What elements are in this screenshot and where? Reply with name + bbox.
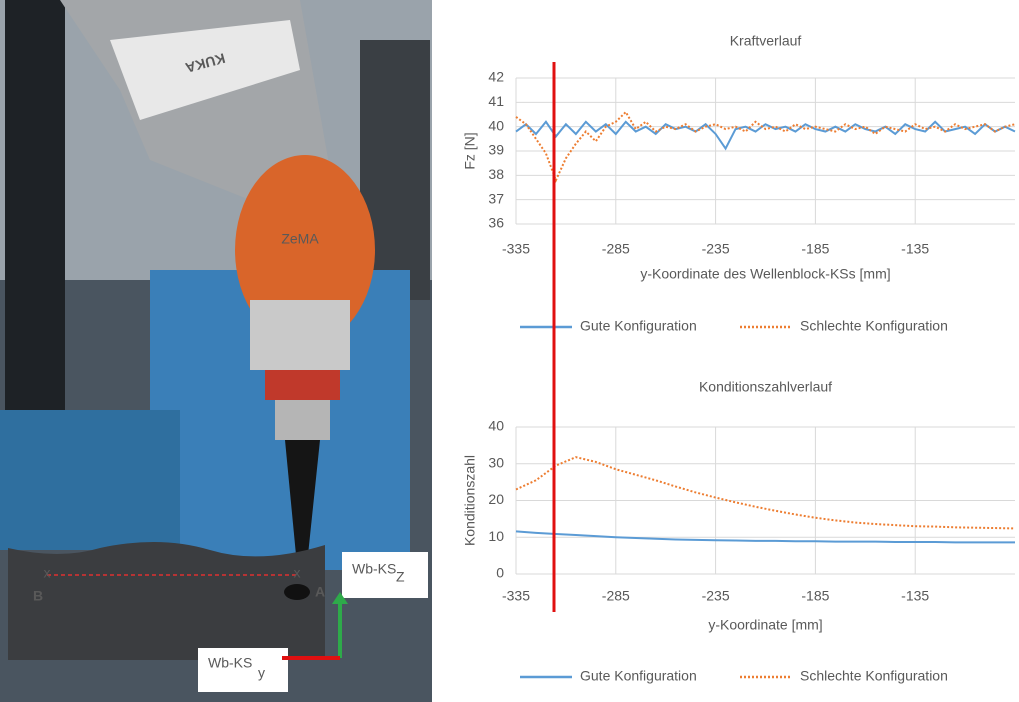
x-tick-label: -135 xyxy=(901,588,929,604)
y-label-box xyxy=(198,648,288,692)
y-tick-label: 30 xyxy=(488,454,504,470)
series-line xyxy=(515,456,1016,530)
y-tick-label: 42 xyxy=(488,69,504,85)
series-line xyxy=(515,110,1016,183)
chart-title: Kraftverlauf xyxy=(730,33,802,49)
adapter xyxy=(275,400,330,440)
x-tick-label: -285 xyxy=(602,588,630,604)
series-line xyxy=(515,530,1015,544)
frame-y-label: Wb-KS xyxy=(208,655,252,671)
x-tick-label: -185 xyxy=(801,241,829,257)
y-tick-label: 39 xyxy=(488,142,504,158)
legend-label: Schlechte Konfiguration xyxy=(800,668,948,684)
x-tick-label: -335 xyxy=(502,588,530,604)
chart-title: Konditionszahlverlauf xyxy=(699,379,832,395)
legend-label: Gute Konfiguration xyxy=(580,318,697,334)
x-axis-label: y-Koordinate des Wellenblock-KSs [mm] xyxy=(640,266,890,282)
frame-y-axis: y xyxy=(258,665,265,681)
y-axis-label: Fz [N] xyxy=(462,132,478,169)
cabinet xyxy=(5,0,65,420)
arm-band xyxy=(110,20,300,120)
flange xyxy=(250,300,350,370)
x-tick-label: -235 xyxy=(702,588,730,604)
y-tick-label: 38 xyxy=(488,166,504,182)
y-tick-label: 36 xyxy=(488,215,504,231)
head-brand: ZeMA xyxy=(281,231,319,247)
y-axis-label: Konditionszahl xyxy=(462,455,478,546)
sensor-ring xyxy=(265,370,340,400)
x-axis-label: y-Koordinate [mm] xyxy=(708,617,822,633)
marker-right: x xyxy=(294,565,301,581)
x-tick-label: -235 xyxy=(702,241,730,257)
x-tick-label: -335 xyxy=(502,241,530,257)
series-line xyxy=(515,120,1016,151)
z-arrowhead xyxy=(332,592,348,604)
point-b: B xyxy=(33,588,43,604)
hole xyxy=(284,584,310,600)
wave-block xyxy=(8,541,325,660)
y-tick-label: 37 xyxy=(488,190,504,206)
y-tick-label: 40 xyxy=(488,418,504,434)
x-tick-label: -135 xyxy=(901,241,929,257)
point-a: A xyxy=(315,584,325,600)
y-tick-label: 20 xyxy=(488,491,504,507)
marker-left: x xyxy=(44,565,51,581)
x-tick-label: -185 xyxy=(801,588,829,604)
y-tick-label: 0 xyxy=(496,565,504,581)
photo: KUKA ZeMA x x A B Wb-KS Z Wb-KS y xyxy=(0,0,432,702)
y-tick-label: 10 xyxy=(488,528,504,544)
y-tick-label: 41 xyxy=(488,93,504,109)
x-tick-label: -285 xyxy=(602,241,630,257)
y-tick-label: 40 xyxy=(488,117,504,133)
robot-head xyxy=(235,155,375,345)
frame-z-axis: Z xyxy=(396,569,405,585)
table-front xyxy=(0,410,180,550)
legend-label: Gute Konfiguration xyxy=(580,668,697,684)
tool xyxy=(285,440,320,555)
legend-label: Schlechte Konfiguration xyxy=(800,318,948,334)
charts: Kraftverlauf 36 37 38 39 40 41 42 -335 -285 -235 -1… xyxy=(462,33,1016,684)
z-label-box xyxy=(342,552,428,598)
frame-z-label: Wb-KS xyxy=(352,561,396,577)
